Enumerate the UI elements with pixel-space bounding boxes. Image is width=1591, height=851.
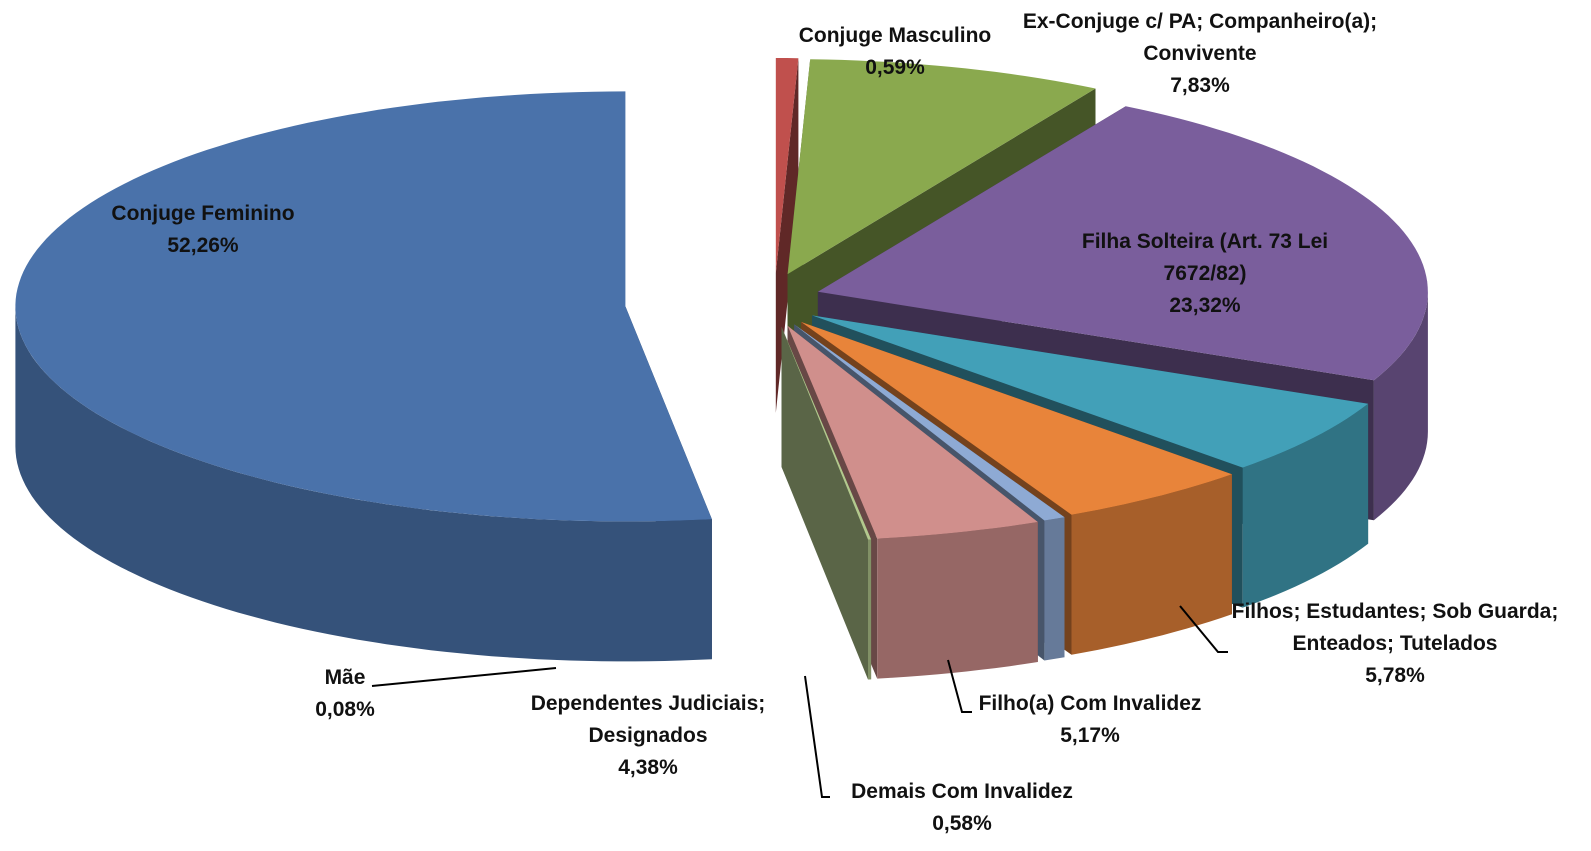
- value-label: 52,26%: [167, 234, 239, 257]
- slice: [15, 91, 712, 522]
- value-label: 4,38%: [618, 756, 678, 779]
- slice-wall: [868, 539, 872, 680]
- category-label: Conjuge Feminino: [111, 202, 295, 225]
- slice-wall: [1071, 474, 1232, 655]
- slice: [817, 106, 1428, 381]
- slice: [775, 58, 799, 273]
- data-label: Mãe 0,08%: [285, 662, 405, 726]
- slice-wall: [1044, 517, 1065, 661]
- data-label: Filha Solteira (Art. 73 Lei 7672/82) 23,3…: [1055, 226, 1355, 322]
- slice-side: [775, 58, 799, 413]
- slice-wall: [1242, 403, 1369, 608]
- category-label: Dependentes Judiciais; Designados: [530, 692, 766, 747]
- data-label: Conjuge Feminino 52,26%: [53, 198, 353, 262]
- slice-side: [781, 326, 868, 680]
- category-label: Ex-Conjuge c/ PA; Companheiro(a); Conviv…: [1022, 10, 1378, 65]
- slice: [781, 326, 872, 540]
- slice: [812, 315, 1369, 468]
- category-label: Conjuge Masculino: [798, 24, 992, 47]
- slice: [775, 58, 799, 413]
- leader-line: [804, 675, 830, 798]
- slice: [781, 326, 872, 680]
- category-label: Filha Solteira (Art. 73 Lei 7672/82): [1081, 230, 1329, 285]
- data-label: Filhos; Estudantes; Sob Guarda; Enteados…: [1220, 596, 1570, 692]
- data-label: Conjuge Masculino 0,59%: [765, 20, 1025, 84]
- leader-line: [371, 667, 557, 687]
- slice-wall: [1373, 291, 1428, 521]
- slice-wall: [877, 522, 1038, 679]
- slice: [801, 322, 1232, 515]
- slice-wall: [15, 306, 712, 662]
- value-label: 5,17%: [1060, 724, 1120, 747]
- category-label: Filhos; Estudantes; Sob Guarda; Enteados…: [1231, 600, 1559, 655]
- leader-line: [947, 659, 972, 713]
- slice: [787, 325, 1038, 539]
- value-label: 0,58%: [932, 812, 992, 835]
- category-label: Mãe: [324, 666, 366, 689]
- slice: [15, 91, 712, 662]
- value-label: 23,32%: [1169, 294, 1241, 317]
- data-label: Demais Com Invalidez 0,58%: [812, 776, 1112, 840]
- value-label: 0,08%: [315, 698, 375, 721]
- value-label: 5,78%: [1365, 664, 1425, 687]
- category-label: Filho(a) Com Invalidez: [978, 692, 1202, 715]
- data-label: Filho(a) Com Invalidez 5,17%: [930, 688, 1250, 752]
- slice: [794, 324, 1065, 521]
- leader-line: [1179, 605, 1228, 653]
- slice: [787, 59, 1096, 275]
- value-label: 7,83%: [1170, 74, 1230, 97]
- category-label: Demais Com Invalidez: [851, 780, 1073, 803]
- data-label: Ex-Conjuge c/ PA; Companheiro(a); Conviv…: [1020, 6, 1380, 102]
- data-label: Dependentes Judiciais; Designados 4,38%: [488, 688, 808, 784]
- value-label: 0,59%: [865, 56, 925, 79]
